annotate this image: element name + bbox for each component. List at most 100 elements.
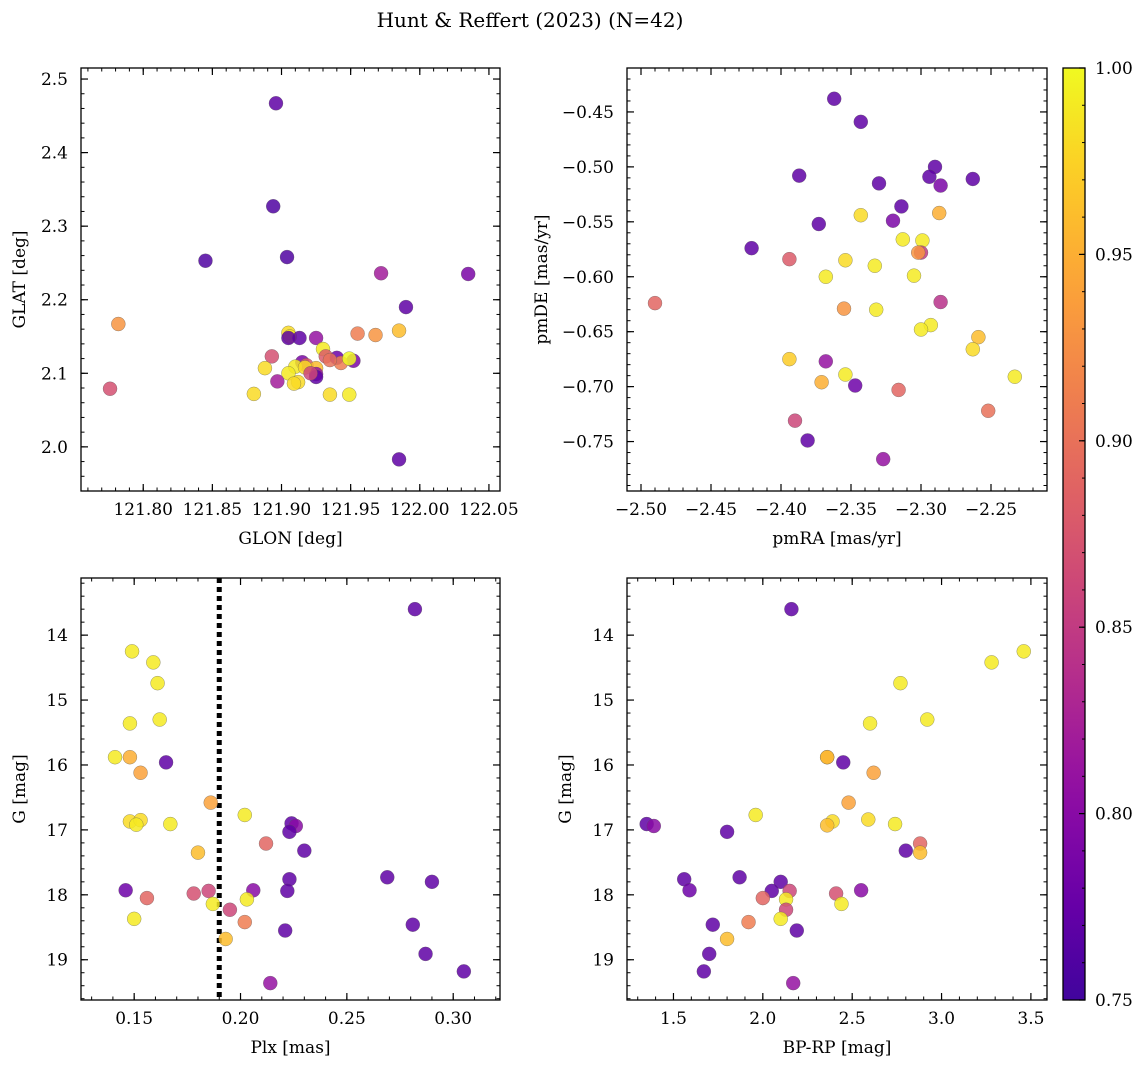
scatter-point [322,352,338,368]
scatter-point [277,923,293,938]
scatter-point [647,295,663,311]
scatter-point [246,386,262,402]
y-tick-label: −0.75 [562,433,614,453]
x-tick-label: −2.40 [755,500,807,520]
scatter-point [373,265,389,281]
scatter-point [984,655,999,670]
scatter-point [268,96,284,111]
scatter-point [424,874,440,890]
panel-bottom-right: 1.5 2.0 2.5 3.0 3.5 14 15 16 17 18 19 BP-RP [mag] G … [556,577,1048,1058]
colorbar: 0.75 0.80 0.85 0.90 0.95 1.00 [1062,59,1133,1011]
y-tick-label: 18 [592,886,614,906]
scatter-point [748,807,763,823]
scatter-point [705,917,721,932]
scatter-point [146,655,161,670]
x-axis-label: pmRA [mas/yr] [772,529,901,549]
panel-bottom-left: 0.15 0.20 0.25 0.30 14 15 16 17 18 19 Plx [mas] G [… [10,577,501,1058]
scatter-point [265,199,281,214]
y-axis-label: pmDE [mas/yr] [532,214,552,344]
colorbar-tick-label: 0.75 [1095,991,1133,1011]
scatter-point [838,253,853,268]
axes-frame [80,67,501,492]
scatter-point [198,253,213,268]
y-tick-label: 14 [46,626,68,646]
x-tick-label: 2.0 [749,1009,776,1029]
scatter-point [906,268,922,283]
scatter-point [834,896,849,912]
scatter-point [744,240,759,256]
scatter-point [129,817,144,832]
scatter-point [122,749,138,765]
scatter-point [270,374,285,389]
scatter-point [122,716,138,731]
scatter-point [887,816,903,832]
y-tick-label: −0.45 [562,103,614,123]
scatter-point [124,644,140,659]
scatter-point [418,946,433,962]
scatter-point [800,433,815,448]
y-tick-label: −0.60 [562,268,614,288]
scatter-point [460,266,476,282]
scatter-point [139,890,155,906]
scatter-point [264,349,280,364]
scatter-point [853,114,869,130]
y-tick-label: 2.2 [41,291,68,311]
panel-top-right: −2.50 −2.45 −2.40 −2.35 −2.30 −2.25 −0.45 −0.50… [532,67,1048,549]
y-tick-label: 2.1 [41,364,68,384]
scatter-point [965,342,981,357]
scatter-point [281,330,296,346]
scatter-point [841,795,856,810]
scatter-point [107,749,123,765]
scatter-point [263,975,278,991]
y-tick-label: 18 [46,886,68,906]
scatter-point [391,452,407,467]
scatter-point [322,387,338,402]
x-axis-label: Plx [mas] [250,1038,330,1058]
y-axis-label: GLAT [deg] [10,230,30,328]
scatter-point [646,818,662,834]
scatter-point [258,836,274,851]
scatter-point [719,824,735,840]
scatter-point [286,376,302,391]
scatter-point [1016,644,1032,659]
x-tick-label: 121.95 [321,500,380,520]
scatter-point [826,91,842,107]
y-tick-label: 2.4 [41,144,68,164]
scatter-point [201,883,216,899]
scatter-point [368,327,383,343]
scatter-point [853,883,869,898]
x-tick-label: 3.5 [1017,1009,1044,1029]
scatter-point [391,323,407,338]
scatter-point [885,213,901,228]
y-tick-label: −0.65 [562,323,614,343]
scatter-point [791,168,807,183]
x-tick-label: 121.80 [113,500,172,520]
scatter-point [875,451,891,467]
scatter-point [891,382,906,398]
y-tick-label: −0.70 [562,378,614,398]
y-tick-label: 2.5 [41,70,68,90]
scatter-point [838,367,853,382]
scatter-point [380,870,395,885]
y-tick-label: 19 [592,951,614,971]
scatter-point [163,816,178,832]
scatter-point [836,301,852,316]
x-tick-label: −2.50 [615,500,667,520]
scatter-point [190,845,206,860]
axes-frame [626,577,1048,1001]
scatter-point [867,258,883,274]
scatter-point [933,178,948,193]
x-tick-label: 2.5 [839,1009,866,1029]
scatter-point [782,351,797,367]
x-tick-label: 0.20 [222,1009,260,1029]
y-tick-label: 17 [592,821,614,841]
colorbar-tick-label: 1.00 [1095,59,1133,79]
scatter-point [871,176,887,191]
scatter-point [853,207,869,223]
x-tick-label: 0.15 [115,1009,153,1029]
scatter-point [280,883,295,899]
scatter-point [920,712,935,727]
scatter-point [111,316,126,332]
scatter-point [922,169,937,185]
y-axis-label: G [mag] [556,754,576,823]
